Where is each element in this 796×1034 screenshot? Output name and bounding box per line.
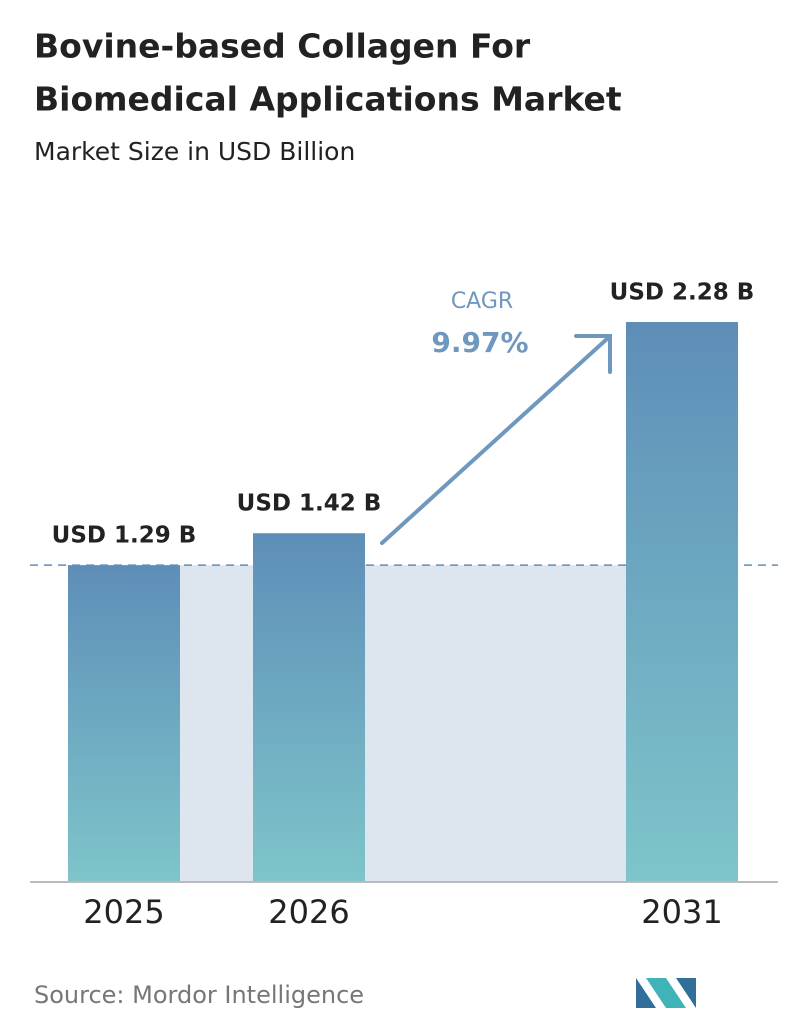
annotation-label: CAGR bbox=[451, 289, 513, 314]
chart-title: Biomedical Applications Market bbox=[34, 80, 622, 119]
value-label: USD 2.28 B bbox=[610, 280, 755, 306]
chart-title: Bovine-based Collagen For bbox=[34, 27, 531, 66]
chart-subtitle: Market Size in USD Billion bbox=[34, 137, 355, 166]
cagr-arrow bbox=[380, 334, 612, 545]
logo bbox=[636, 978, 696, 1008]
annotation-value: 9.97% bbox=[431, 326, 528, 359]
value-label: USD 1.42 B bbox=[237, 491, 382, 517]
bar bbox=[626, 322, 738, 882]
bar bbox=[68, 565, 180, 882]
source: Source: Mordor Intelligence bbox=[34, 981, 364, 1009]
x-tick-label: 2025 bbox=[83, 893, 164, 931]
x-tick-label: 2031 bbox=[641, 893, 722, 931]
value-label: USD 1.29 B bbox=[52, 523, 197, 549]
x-tick-label: 2026 bbox=[268, 893, 349, 931]
bar bbox=[253, 533, 365, 882]
plot-area bbox=[30, 322, 778, 882]
